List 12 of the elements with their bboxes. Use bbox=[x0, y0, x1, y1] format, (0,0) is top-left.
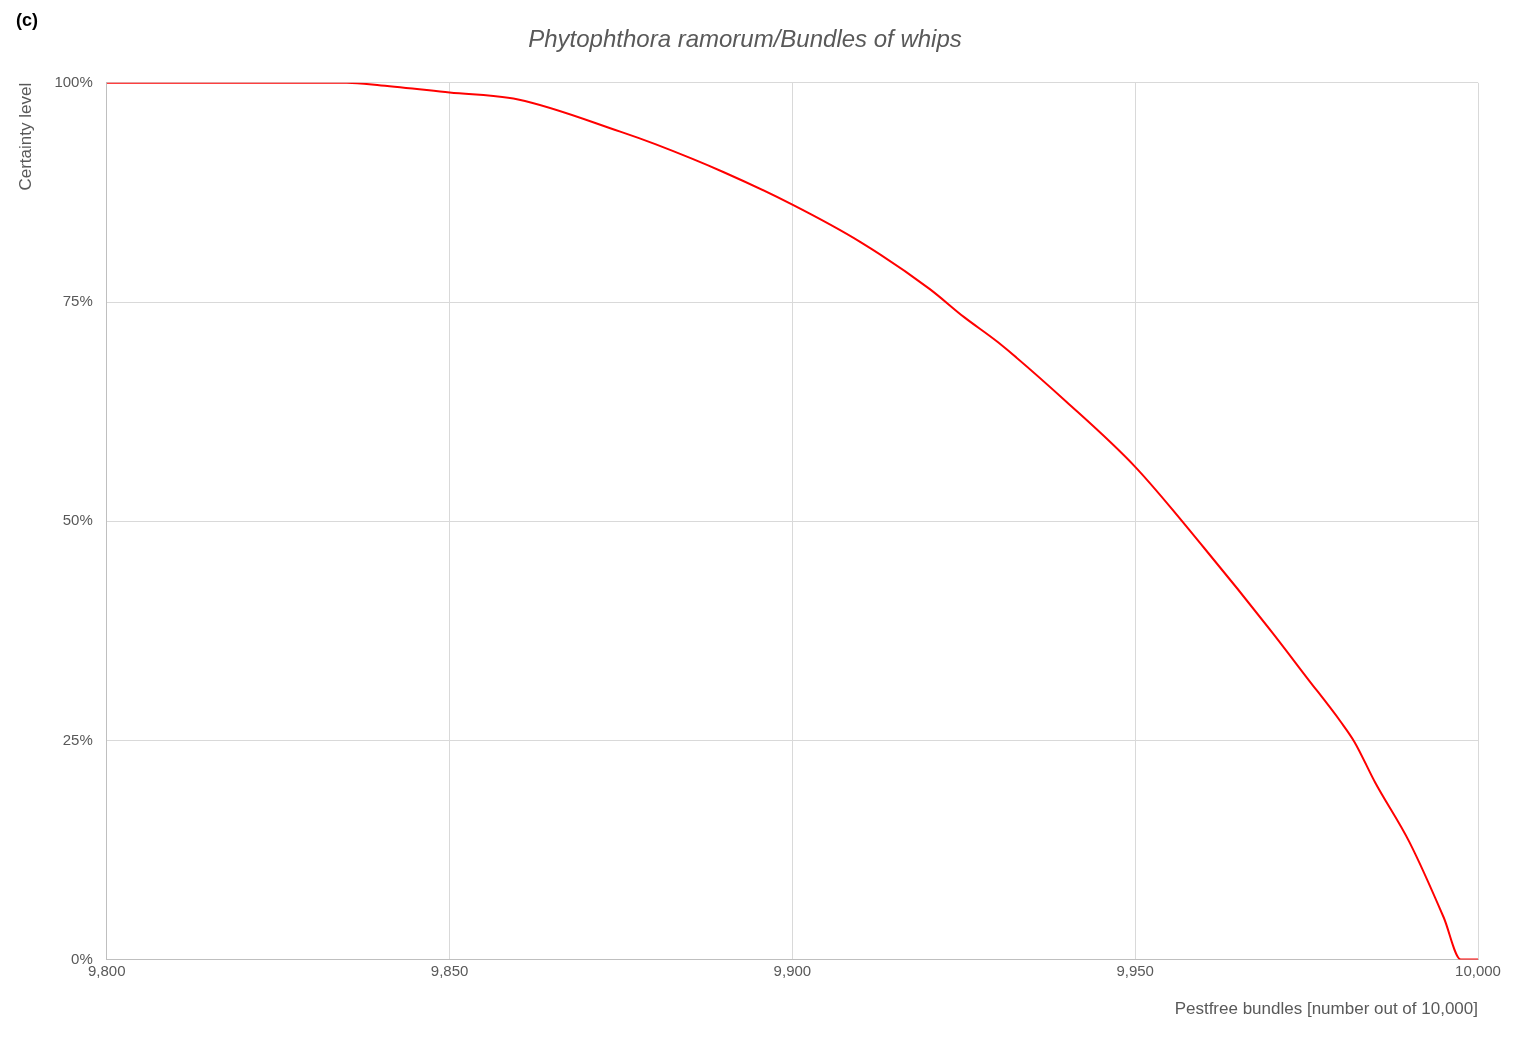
y-tick-label: 100% bbox=[54, 72, 93, 90]
y-axis-title: Certainty level bbox=[15, 82, 35, 191]
x-tick-label: 9,850 bbox=[430, 961, 469, 979]
y-tick-label: 25% bbox=[62, 730, 93, 748]
x-axis-title: Pestfree bundles [number out of 10,000] bbox=[1174, 999, 1478, 1019]
x-tick-label: 9,950 bbox=[1116, 961, 1154, 979]
y-tick-label: 50% bbox=[62, 511, 93, 529]
y-tick-label: 75% bbox=[62, 292, 93, 310]
x-tick-label: 9,900 bbox=[773, 961, 812, 979]
text: (c) bbox=[16, 9, 38, 30]
chart-title: Phytophthora ramorum/Bundles of whips bbox=[528, 25, 962, 53]
x-tick-label: 10,000 bbox=[1455, 961, 1501, 979]
